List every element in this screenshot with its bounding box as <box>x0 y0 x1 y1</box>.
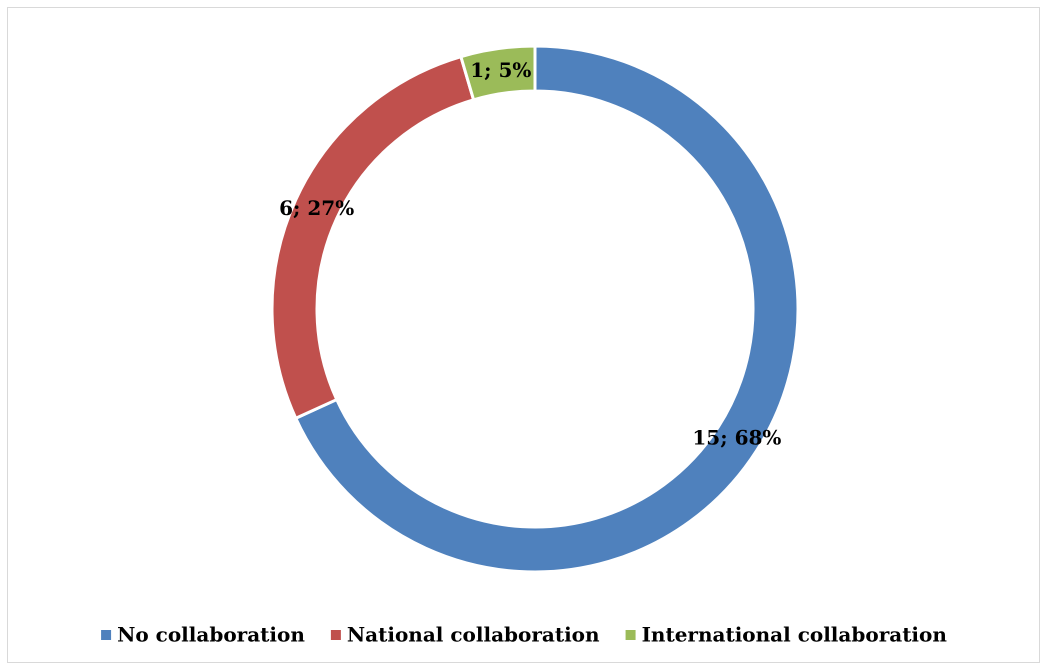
legend-label: National collaboration <box>347 623 600 647</box>
data-label: 1; 5% <box>470 58 531 82</box>
legend-swatch <box>330 630 341 640</box>
legend-swatch <box>101 630 112 640</box>
legend-swatch <box>625 630 636 640</box>
donut-segment <box>293 44 800 574</box>
donut-segment <box>459 44 537 102</box>
data-label: 15; 68% <box>692 425 781 449</box>
legend-label: No collaboration <box>117 623 305 647</box>
legend-label: International collaboration <box>642 623 948 647</box>
data-label: 6; 27% <box>279 196 354 220</box>
